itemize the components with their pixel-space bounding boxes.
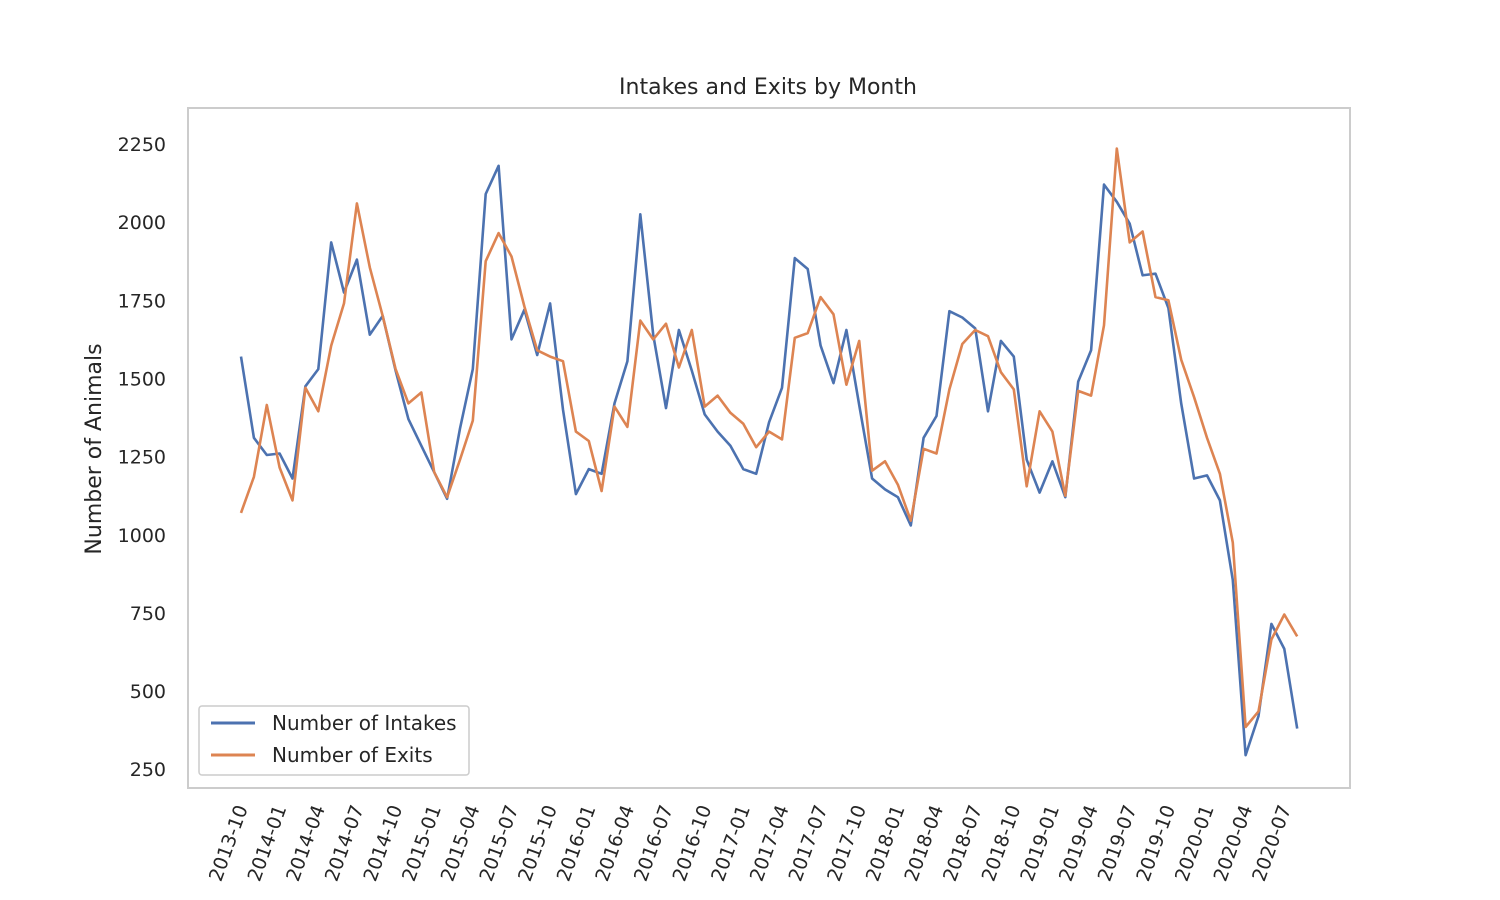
y-tick-label: 2250 [118,134,166,156]
series-lines [239,147,1299,757]
series-line-exits [239,147,1299,729]
y-axis-ticks: 250 500 750 1000 1250 1500 1750 2000 2250 [118,134,166,781]
y-tick-label: 2000 [118,212,166,234]
y-tick-label: 1250 [118,447,166,469]
legend-box [198,705,470,776]
y-tick-label: 250 [130,759,166,781]
y-tick-label: 500 [130,681,166,703]
legend-label-exits: Number of Exits [272,743,433,767]
plot-area-frame [187,107,1351,789]
y-tick-label: 1500 [118,368,166,390]
y-tick-label: 1750 [118,290,166,312]
legend: Number of Intakes Number of Exits [198,705,470,776]
y-tick-label: 1000 [118,525,166,547]
chart-title: Intakes and Exits by Month [619,75,917,100]
series-line-intakes [239,164,1299,757]
y-axis-title: Number of Animals [82,343,107,554]
legend-label-intakes: Number of Intakes [272,711,457,735]
y-tick-label: 750 [130,603,166,625]
